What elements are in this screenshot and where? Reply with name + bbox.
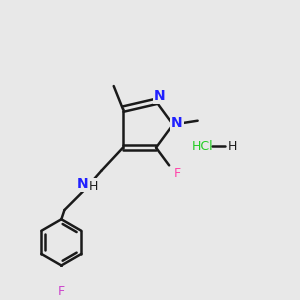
Text: F: F [58, 285, 65, 298]
Text: HCl: HCl [191, 140, 213, 153]
Text: H: H [228, 140, 237, 153]
Text: H: H [89, 180, 98, 193]
Text: N: N [171, 116, 183, 130]
Text: F: F [174, 167, 181, 180]
Text: N: N [154, 89, 166, 103]
Text: N: N [77, 177, 89, 191]
